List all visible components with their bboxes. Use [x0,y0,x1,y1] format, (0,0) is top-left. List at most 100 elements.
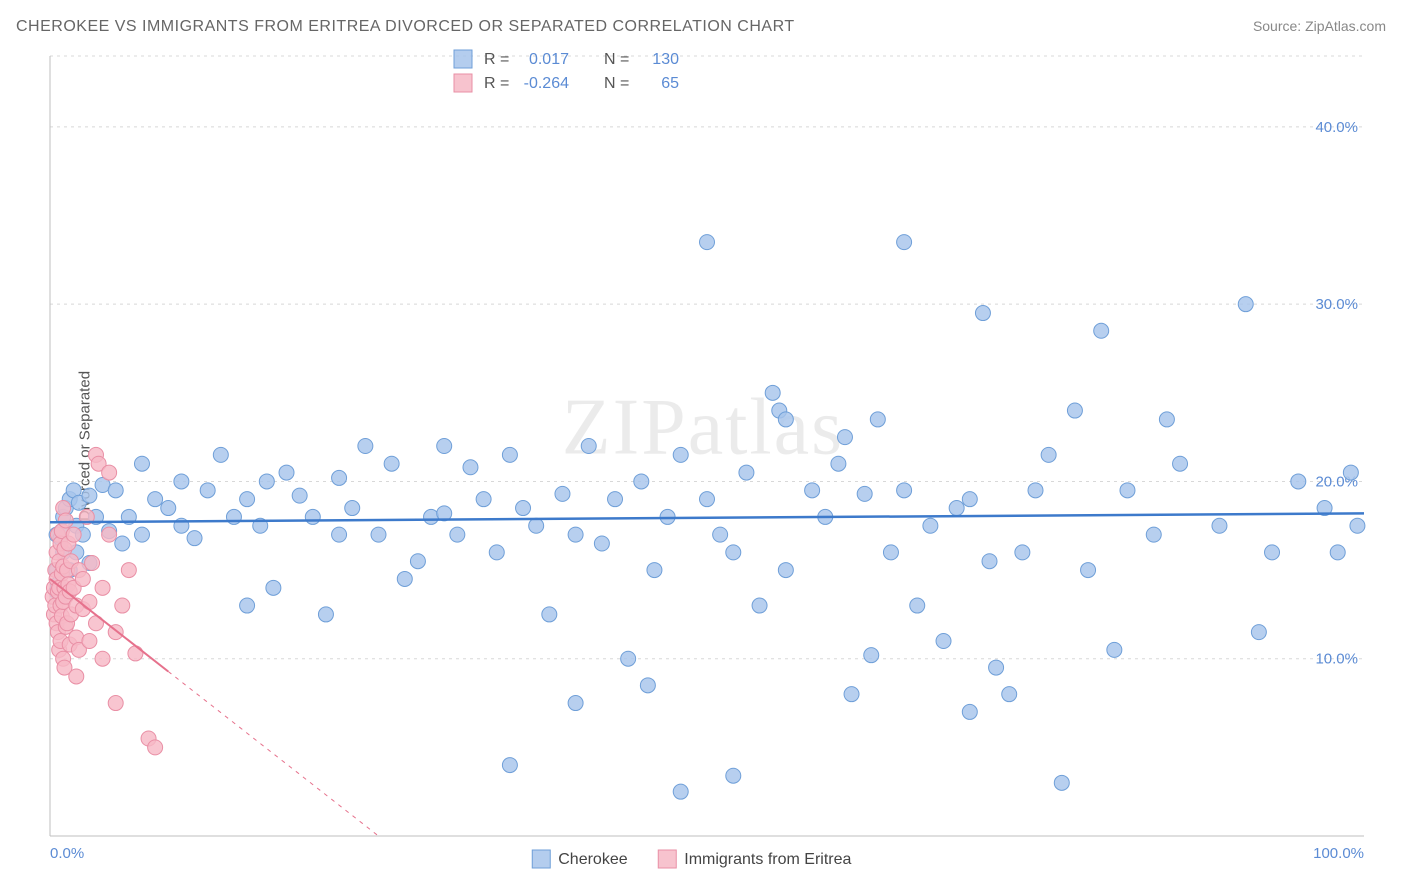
data-point [450,527,465,542]
data-point [647,563,662,578]
data-point [82,488,97,503]
data-point [982,554,997,569]
data-point [542,607,557,622]
trendline-extrapolation [168,671,378,836]
data-point [82,595,97,610]
legend-r-label: R = [484,51,509,68]
data-point [102,527,117,542]
data-point [95,651,110,666]
data-point [857,486,872,501]
data-point [700,492,715,507]
y-tick-label: 30.0% [1315,296,1358,313]
data-point [673,784,688,799]
data-point [437,439,452,454]
data-point [463,460,478,475]
data-point [424,509,439,524]
data-point [121,563,136,578]
data-point [1015,545,1030,560]
data-point [1291,474,1306,489]
data-point [502,758,517,773]
data-point [1028,483,1043,498]
data-point [108,483,123,498]
data-point [266,580,281,595]
scatter-chart: 10.0%20.0%30.0%40.0%0.0%100.0%R =0.017N … [0,0,1406,892]
data-point [1238,297,1253,312]
data-point [752,598,767,613]
data-point [1212,518,1227,533]
data-point [726,768,741,783]
data-point [128,646,143,661]
data-point [213,447,228,462]
data-point [58,513,73,528]
data-point [240,598,255,613]
data-point [1002,687,1017,702]
data-point [1081,563,1096,578]
data-point [883,545,898,560]
data-point [489,545,504,560]
data-point [608,492,623,507]
data-point [115,536,130,551]
data-point [134,527,149,542]
data-point [1054,775,1069,790]
data-point [555,486,570,501]
data-point [1041,447,1056,462]
legend-n-label: N = [604,75,629,92]
data-point [174,474,189,489]
data-point [200,483,215,498]
data-point [410,554,425,569]
data-point [568,527,583,542]
data-point [476,492,491,507]
data-point [923,518,938,533]
data-point [187,531,202,546]
data-point [1067,403,1082,418]
data-point [1146,527,1161,542]
data-point [870,412,885,427]
data-point [1330,545,1345,560]
data-point [148,492,163,507]
legend-swatch [532,850,550,868]
data-point [864,648,879,663]
data-point [384,456,399,471]
legend-swatch [454,74,472,92]
data-point [897,235,912,250]
legend-label: Immigrants from Eritrea [684,851,851,868]
data-point [594,536,609,551]
data-point [1173,456,1188,471]
data-point [259,474,274,489]
legend-r-value: -0.264 [524,75,569,92]
data-point [1094,323,1109,338]
data-point [134,456,149,471]
data-point [765,385,780,400]
data-point [640,678,655,693]
data-point [1107,642,1122,657]
data-point [502,447,517,462]
data-point [1120,483,1135,498]
data-point [66,527,81,542]
legend-n-label: N = [604,51,629,68]
data-point [358,439,373,454]
data-point [910,598,925,613]
data-point [102,465,117,480]
data-point [85,556,100,571]
data-point [962,492,977,507]
data-point [1265,545,1280,560]
legend-label: Cherokee [558,851,627,868]
data-point [148,740,163,755]
data-point [805,483,820,498]
data-point [108,696,123,711]
data-point [634,474,649,489]
data-point [1343,465,1358,480]
data-point [115,598,130,613]
data-point [936,634,951,649]
y-tick-label: 40.0% [1315,119,1358,136]
data-point [69,669,84,684]
data-point [1159,412,1174,427]
data-point [989,660,1004,675]
data-point [581,439,596,454]
data-point [949,501,964,516]
x-tick-label: 0.0% [50,845,84,862]
x-tick-label: 100.0% [1313,845,1364,862]
legend-n-value: 65 [661,75,679,92]
data-point [332,527,347,542]
data-point [778,563,793,578]
